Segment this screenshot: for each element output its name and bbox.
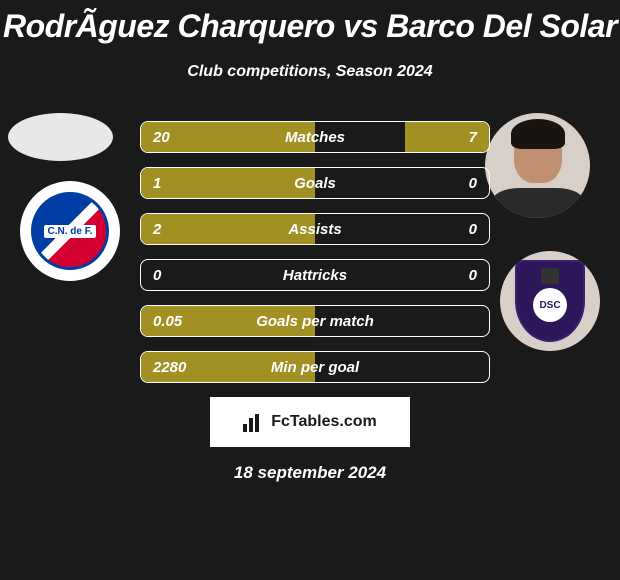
stat-row: 2280 Min per goal: [140, 351, 490, 383]
club-left-abbr: C.N. de F.: [44, 225, 95, 238]
stat-row: 1 Goals 0: [140, 167, 490, 199]
comparison-title: RodrÃ­guez Charquero vs Barco Del Solar: [0, 0, 620, 45]
player-right-photo: [485, 113, 590, 218]
stat-value-left: 20: [153, 129, 170, 146]
stat-label: Matches: [285, 129, 345, 146]
stat-row: 0 Hattricks 0: [140, 259, 490, 291]
stat-label: Min per goal: [271, 359, 359, 376]
comparison-subtitle: Club competitions, Season 2024: [0, 63, 620, 81]
stat-value-left: 1: [153, 175, 161, 192]
date-label: 18 september 2024: [0, 463, 620, 483]
club-right-logo: DSC: [500, 251, 600, 351]
club-right-abbr: DSC: [533, 288, 567, 322]
stat-value-right: 0: [469, 267, 477, 284]
stat-value-left: 2: [153, 221, 161, 238]
stat-row: 2 Assists 0: [140, 213, 490, 245]
player-left-photo: [8, 113, 113, 161]
stat-label: Goals: [294, 175, 336, 192]
comparison-content: C.N. de F. DSC 20 Matches 7 1 Goals 0 2 Assists…: [0, 121, 620, 483]
stat-row: 0.05 Goals per match: [140, 305, 490, 337]
stat-value-left: 2280: [153, 359, 186, 376]
stat-label: Hattricks: [283, 267, 347, 284]
stat-value-right: 0: [469, 221, 477, 238]
chart-icon: [243, 412, 267, 432]
stat-value-left: 0: [153, 267, 161, 284]
stat-row: 20 Matches 7: [140, 121, 490, 153]
watermark: FcTables.com: [210, 397, 410, 447]
stat-value-right: 7: [469, 129, 477, 146]
stat-label: Goals per match: [256, 313, 374, 330]
stat-value-left: 0.05: [153, 313, 182, 330]
stat-label: Assists: [288, 221, 341, 238]
club-left-logo: C.N. de F.: [20, 181, 120, 281]
stat-fill-left: [141, 168, 315, 198]
stats-bars: 20 Matches 7 1 Goals 0 2 Assists 0 0 Hattricks 0 0.0…: [140, 121, 490, 383]
watermark-text: FcTables.com: [271, 413, 377, 431]
stat-value-right: 0: [469, 175, 477, 192]
